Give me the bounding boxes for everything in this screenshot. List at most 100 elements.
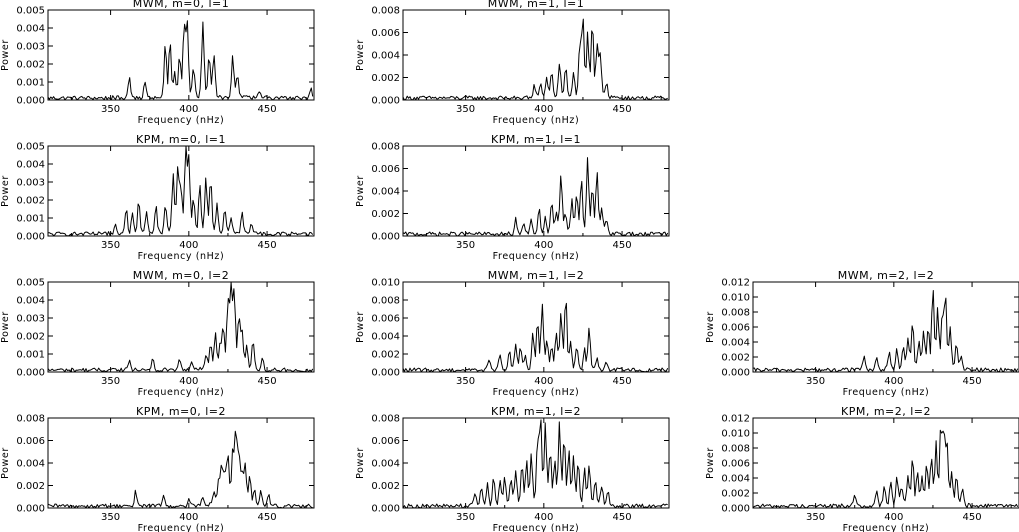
y-tick-label: 0.000 [721, 368, 750, 379]
power-spectrum-line [47, 430, 313, 509]
y-tick-label: 0.004 [16, 24, 45, 35]
x-axis-label: Frequency (nHz) [843, 523, 930, 532]
x-tick-label: 350 [806, 512, 825, 523]
plot-frame [47, 417, 315, 509]
y-tick-label: 0.004 [721, 474, 750, 485]
y-tick-label: 0.002 [371, 209, 400, 220]
plot-frame [47, 145, 315, 237]
x-axis-label: Frequency (nHz) [493, 523, 580, 532]
x-axis-label: Frequency (nHz) [493, 387, 580, 398]
x-tick-label: 450 [613, 376, 632, 387]
x-tick-label: 450 [963, 376, 982, 387]
plot-frame [402, 145, 670, 237]
plot-frame [47, 9, 315, 101]
panel-title: MWM, m=2, l=2 [838, 269, 935, 282]
panel-title: MWM, m=1, l=1 [488, 0, 585, 10]
y-tick-label: 0.006 [721, 323, 750, 334]
x-tick-label: 400 [179, 512, 198, 523]
x-tick-label: 450 [613, 104, 632, 115]
plot-frame [752, 281, 1019, 373]
y-tick-label: 0.008 [371, 296, 400, 307]
power-spectrum-line [47, 145, 314, 237]
y-tick-label: 0.001 [16, 350, 45, 361]
panel-7: KPM, m=0, l=2 0.000 0.002 0.004 0.006 0.008 35… [0, 405, 315, 532]
x-tick-label: 350 [456, 104, 475, 115]
y-axis-label: Power [0, 447, 11, 479]
y-tick-label: 0.003 [16, 314, 45, 325]
y-tick-label: 0.002 [371, 73, 400, 84]
x-axis-label: Frequency (nHz) [493, 251, 580, 262]
y-axis-label: Power [355, 447, 366, 479]
y-tick-label: 0.002 [721, 353, 750, 364]
y-tick-label: 0.004 [16, 459, 45, 470]
y-tick-label: 0.000 [371, 368, 400, 379]
y-tick-label: 0.000 [371, 96, 400, 107]
x-tick-label: 350 [456, 240, 475, 251]
y-axis-label: Power [705, 447, 716, 479]
y-tick-label: 0.008 [721, 444, 750, 455]
power-spectrum-line [402, 302, 669, 373]
y-tick-label: 0.001 [16, 78, 45, 89]
y-axis-label: Power [0, 175, 11, 207]
y-tick-label: 0.000 [16, 232, 45, 243]
x-axis-label: Frequency (nHz) [138, 251, 225, 262]
y-axis-label: Power [355, 39, 366, 71]
power-spectrum-line [402, 157, 669, 237]
x-tick-label: 350 [456, 512, 475, 523]
y-tick-label: 0.000 [16, 504, 45, 515]
x-tick-label: 350 [101, 376, 120, 387]
y-tick-label: 0.003 [16, 178, 45, 189]
y-tick-label: 0.001 [16, 214, 45, 225]
x-tick-label: 450 [613, 512, 632, 523]
y-tick-label: 0.006 [371, 436, 400, 447]
x-axis-label: Frequency (nHz) [493, 115, 580, 126]
x-axis-label: Frequency (nHz) [138, 115, 225, 126]
y-tick-label: 0.004 [371, 459, 400, 470]
y-tick-label: 0.004 [371, 187, 400, 198]
y-axis-label: Power [355, 311, 366, 343]
power-spectrum-line [402, 419, 668, 509]
y-tick-label: 0.004 [371, 332, 400, 343]
y-tick-label: 0.006 [721, 459, 750, 470]
panel-3: KPM, m=1, l=1 0.000 0.002 0.004 0.006 0.008 35… [355, 133, 670, 262]
y-tick-label: 0.003 [16, 42, 45, 53]
x-tick-label: 450 [258, 512, 277, 523]
panel-0: MWM, m=0, l=1 0.000 0.001 0.002 0.003 0.004 0.… [0, 0, 315, 126]
x-tick-label: 400 [534, 376, 553, 387]
x-tick-label: 450 [258, 376, 277, 387]
x-tick-label: 350 [101, 240, 120, 251]
y-tick-label: 0.004 [16, 296, 45, 307]
y-tick-label: 0.010 [371, 278, 400, 289]
x-tick-label: 400 [884, 376, 903, 387]
power-spectrum-line [47, 282, 314, 373]
panel-title: MWM, m=0, l=1 [133, 0, 230, 10]
panel-title: KPM, m=1, l=2 [491, 405, 581, 418]
panel-2: KPM, m=0, l=1 0.000 0.001 0.002 0.003 0.004 0.… [0, 133, 315, 262]
y-tick-label: 0.010 [721, 293, 750, 304]
x-tick-label: 450 [963, 512, 982, 523]
y-tick-label: 0.008 [371, 142, 400, 153]
y-tick-label: 0.000 [371, 232, 400, 243]
y-tick-label: 0.008 [371, 6, 400, 17]
x-tick-label: 400 [534, 512, 553, 523]
power-spectrum-line [752, 429, 1019, 509]
panel-4: MWM, m=0, l=2 0.000 0.001 0.002 0.003 0.004 0.… [0, 269, 315, 398]
y-tick-label: 0.002 [721, 489, 750, 500]
y-tick-label: 0.002 [16, 481, 45, 492]
panel-title: KPM, m=0, l=1 [136, 133, 226, 146]
x-tick-label: 400 [534, 240, 553, 251]
panel-title: KPM, m=0, l=2 [136, 405, 226, 418]
power-spectrum-line [402, 18, 668, 101]
panel-title: MWM, m=1, l=2 [488, 269, 585, 282]
panel-6: MWM, m=2, l=2 0.000 0.002 0.004 0.006 0.008 0.… [705, 269, 1019, 398]
x-tick-label: 400 [179, 240, 198, 251]
panel-title: MWM, m=0, l=2 [133, 269, 230, 282]
y-tick-label: 0.006 [371, 314, 400, 325]
y-tick-label: 0.006 [371, 164, 400, 175]
y-axis-label: Power [0, 39, 11, 71]
panel-8: KPM, m=1, l=2 0.000 0.002 0.004 0.006 0.008 35… [355, 405, 670, 532]
x-axis-label: Frequency (nHz) [843, 387, 930, 398]
x-axis-label: Frequency (nHz) [138, 523, 225, 532]
